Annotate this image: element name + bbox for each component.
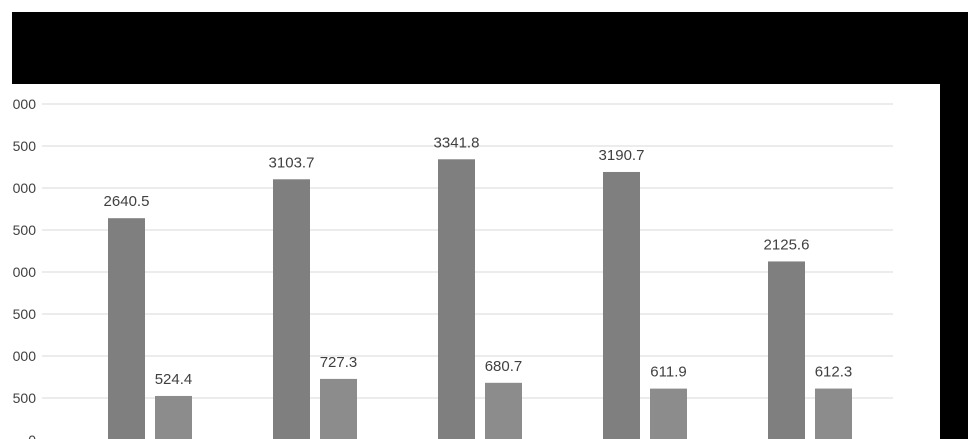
data-label-series-1-group-3: 3341.8 bbox=[434, 134, 480, 151]
y-axis: 0 500 000 500 000 500 000 500 000 bbox=[13, 96, 37, 439]
data-label-series-2-group-3: 680.7 bbox=[485, 358, 523, 375]
data-label-series-2-group-2: 727.3 bbox=[320, 354, 358, 371]
y-tick-label-3500: 500 bbox=[13, 138, 37, 154]
bar-series-2-group-1 bbox=[155, 395, 192, 439]
y-tick-label-3000: 000 bbox=[13, 180, 37, 196]
data-label-series-2-group-5: 612.3 bbox=[815, 364, 853, 381]
bars bbox=[108, 159, 852, 439]
data-label-series-2-group-4: 611.9 bbox=[650, 364, 686, 381]
bar-series-2-group-3 bbox=[485, 382, 522, 439]
data-label-series-1-group-4: 3190.7 bbox=[599, 147, 645, 164]
top-black-band bbox=[12, 12, 968, 84]
data-label-series-1-group-2: 3103.7 bbox=[269, 154, 315, 171]
y-tick-label-500: 500 bbox=[13, 390, 37, 406]
data-label-series-2-group-1: 524.4 bbox=[155, 371, 193, 388]
bar-series-1-group-3 bbox=[438, 159, 475, 439]
bar-series-2-group-4 bbox=[650, 388, 687, 439]
bar-series-1-group-4 bbox=[603, 171, 640, 439]
data-label-series-1-group-1: 2640.5 bbox=[104, 193, 150, 210]
right-black-strip bbox=[940, 84, 968, 439]
y-tick-label-2500: 500 bbox=[13, 222, 37, 238]
bar-series-1-group-1 bbox=[108, 218, 145, 439]
bar-series-1-group-2 bbox=[273, 179, 310, 439]
bar-series-2-group-2 bbox=[320, 378, 357, 439]
y-tick-label-0: 0 bbox=[28, 432, 36, 439]
y-tick-label-1000: 000 bbox=[13, 348, 37, 364]
y-tick-label-2000: 000 bbox=[13, 264, 37, 280]
bar-series-2-group-5 bbox=[815, 388, 852, 439]
bar-series-1-group-5 bbox=[768, 261, 805, 439]
data-labels: 2640.5 3103.7 3341.8 3190.7 2125.6 524.4 727.3… bbox=[104, 134, 853, 388]
y-tick-label-4000: 000 bbox=[13, 96, 37, 112]
y-tick-label-1500: 500 bbox=[13, 306, 37, 322]
data-label-series-1-group-5: 2125.6 bbox=[764, 236, 810, 253]
